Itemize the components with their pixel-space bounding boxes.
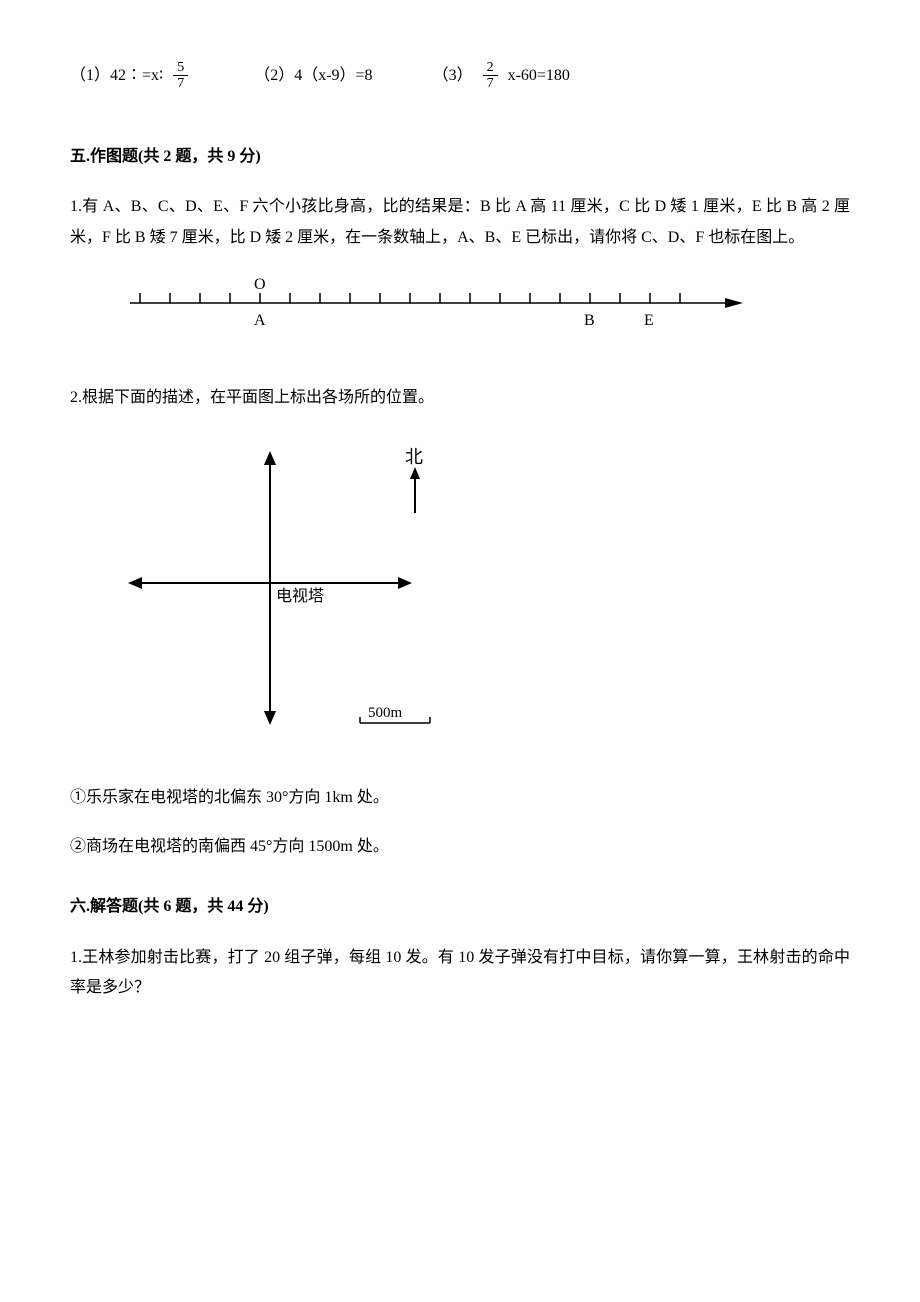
section5-sub2: ②商场在电视塔的南偏西 45°方向 1500m 处。 [70, 832, 850, 862]
eq3-fraction: 2 7 [483, 60, 498, 92]
svg-text:O: O [254, 276, 266, 293]
section5-sub1: ①乐乐家在电视塔的北偏东 30°方向 1km 处。 [70, 783, 850, 813]
eq3-suffix: x-60=180 [508, 61, 570, 91]
section6-title: 六.解答题(共 6 题，共 44 分) [70, 892, 850, 922]
section5-title: 五.作图题(共 2 题，共 9 分) [70, 142, 850, 172]
eq2-text: （2）4（x-9）=8 [254, 61, 372, 91]
svg-text:500m: 500m [368, 705, 403, 721]
equation-1: （1）42∶=x∶ 5 7 [70, 60, 194, 92]
eq3-frac-num: 2 [483, 60, 498, 76]
compass-figure: 电视塔 北 500m [120, 433, 850, 753]
svg-text:北: 北 [405, 447, 423, 467]
equation-3: （3） 2 7 x-60=180 [433, 60, 570, 92]
equation-2: （2）4（x-9）=8 [254, 61, 372, 91]
section6-q1: 1.王林参加射击比赛，打了 20 组子弹，每组 10 发。有 10 发子弹没有打… [70, 943, 850, 1004]
section5-q2: 2.根据下面的描述，在平面图上标出各场所的位置。 [70, 383, 850, 413]
equations-row: （1）42∶=x∶ 5 7 （2）4（x-9）=8 （3） 2 7 x-60=1… [70, 60, 850, 92]
eq3-frac-den: 7 [483, 76, 498, 91]
section5-q1: 1.有 A、B、C、D、E、F 六个小孩比身高，比的结果是：B 比 A 高 11… [70, 192, 850, 253]
eq1-prefix: （1）42∶=x∶ [70, 61, 163, 91]
number-line-figure: O A B E [120, 273, 850, 343]
eq1-frac-den: 7 [173, 76, 188, 91]
svg-text:B: B [584, 312, 595, 329]
eq3-prefix: （3） [433, 61, 473, 91]
svg-text:E: E [644, 312, 654, 329]
eq1-frac-num: 5 [173, 60, 188, 76]
svg-text:电视塔: 电视塔 [276, 587, 324, 605]
compass-svg: 电视塔 北 500m [120, 433, 480, 753]
eq1-fraction: 5 7 [173, 60, 188, 92]
number-line-svg: O A B E [120, 273, 760, 343]
svg-text:A: A [254, 312, 266, 329]
